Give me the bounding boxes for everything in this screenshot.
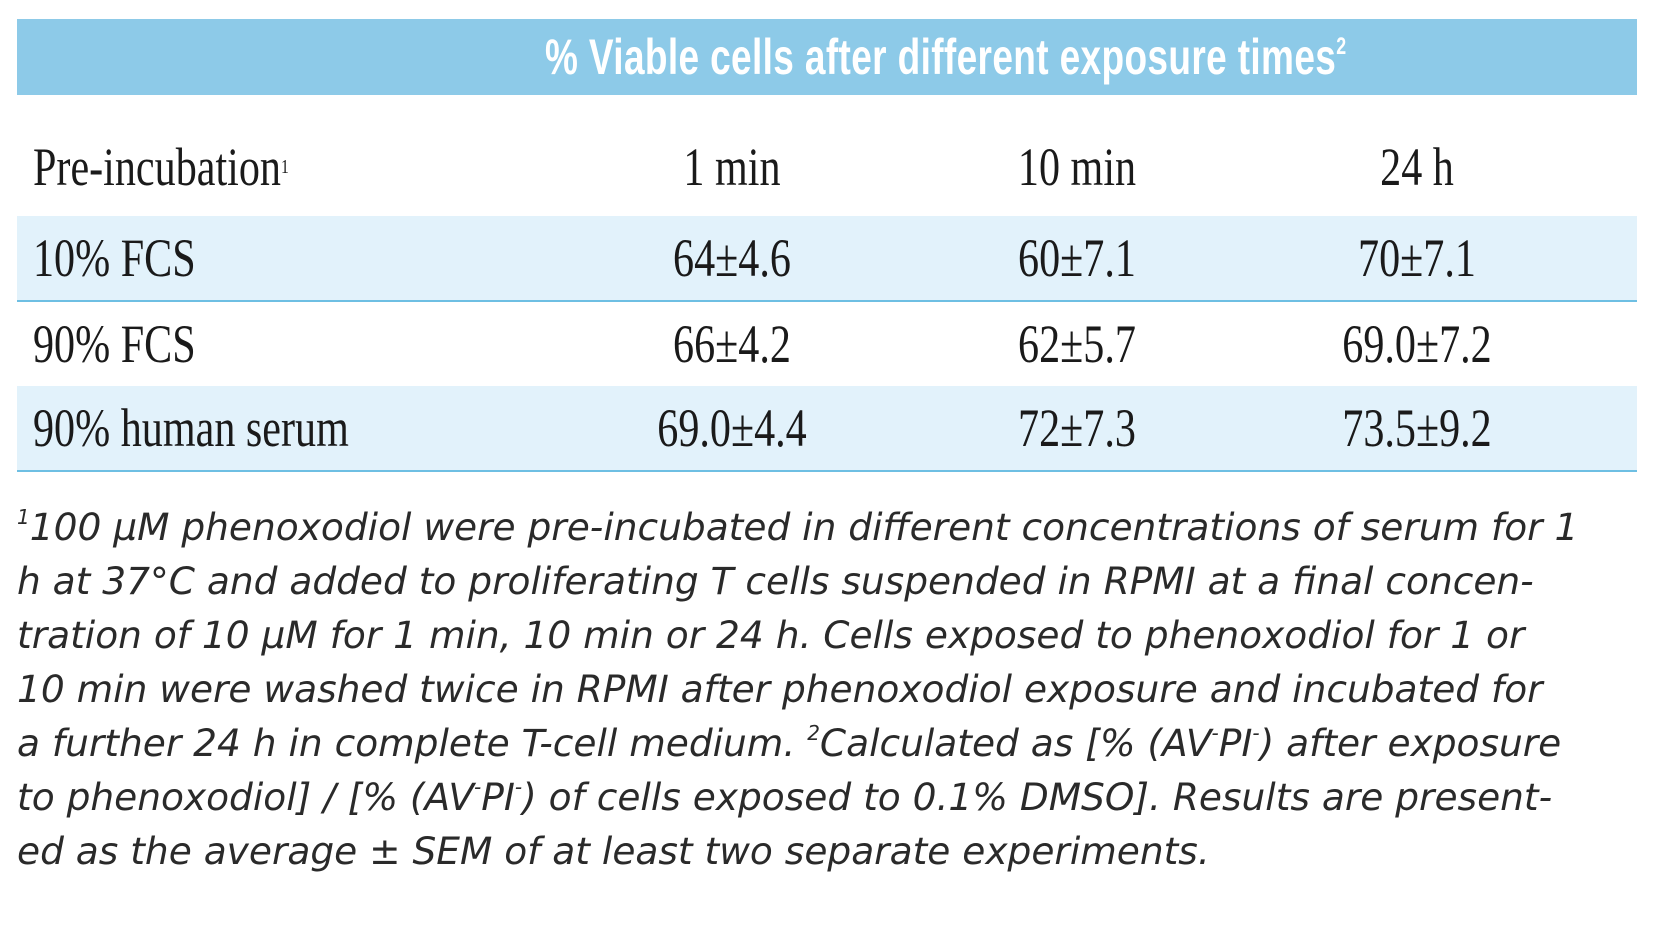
table-title: % Viable cells after different exposure … xyxy=(545,25,1346,89)
footnote-text: a further 24 h in complete T-cell medium… xyxy=(17,721,808,765)
footnote-text: ) of cells exposed to 0.1% DMSO]. Result… xyxy=(522,775,1553,819)
footnote-line: tration of 10 µM for 1 min, 10 min or 24… xyxy=(17,613,1525,657)
table-header-row: Pre-incubation 1 1 min 10 min 24 h xyxy=(17,118,1637,216)
table-title-banner: % Viable cells after different exposure … xyxy=(17,19,1637,95)
cell-10-min: 60±7.1 xyxy=(1018,228,1136,288)
table-title-superscript: 2 xyxy=(1336,33,1347,60)
table-row: 90% FCS 66±4.2 62±5.7 69.0±7.2 xyxy=(17,302,1637,386)
footnote-line: to phenoxodiol] / [% (AV-PI-) of cells e… xyxy=(17,770,1627,824)
footnote-marker-2: 2 xyxy=(807,721,820,745)
footnote-text: PI xyxy=(1218,721,1253,765)
cell-10-min: 62±5.7 xyxy=(1018,314,1136,374)
negative-superscript: - xyxy=(1252,721,1260,745)
cell-1-min: 64±4.6 xyxy=(673,228,791,288)
header-1-min: 1 min xyxy=(683,137,781,197)
footnote-line: 1100 µM phenoxodiol were pre-incubated i… xyxy=(17,500,1627,554)
cell-1-min: 66±4.2 xyxy=(673,314,791,374)
footnote-text: PI xyxy=(481,775,515,819)
header-pre-incubation-text: Pre-incubation xyxy=(33,137,281,197)
footnote-line: ed as the average ± SEM of at least two … xyxy=(17,829,1210,873)
footnote-line: a further 24 h in complete T-cell medium… xyxy=(17,716,1627,770)
table-row: 90% human serum 69.0±4.4 72±7.3 73.5±9.2 xyxy=(17,386,1637,472)
footnote-text: Calculated as [% (AV xyxy=(819,721,1212,765)
cell-24-h: 69.0±7.2 xyxy=(1342,314,1492,374)
negative-superscript: - xyxy=(474,775,482,799)
row-label: 10% FCS xyxy=(33,228,196,288)
negative-superscript: - xyxy=(1211,721,1219,745)
table-row: 10% FCS 64±4.6 60±7.1 70±7.1 xyxy=(17,216,1637,302)
footnote-marker-1: 1 xyxy=(17,505,30,529)
table-footnote: 1100 µM phenoxodiol were pre-incubated i… xyxy=(17,500,1627,878)
header-24-h: 24 h xyxy=(1380,137,1454,197)
cell-1-min: 69.0±4.4 xyxy=(657,398,807,458)
data-table: Pre-incubation 1 1 min 10 min 24 h 10% FC… xyxy=(17,118,1637,472)
header-10-min: 10 min xyxy=(1017,137,1137,197)
row-label: 90% FCS xyxy=(33,314,196,374)
cell-10-min: 72±7.3 xyxy=(1018,398,1136,458)
footnote-text: ) after exposure xyxy=(1259,721,1562,765)
footnote-line: h at 37°C and added to proliferating T c… xyxy=(17,559,1534,603)
negative-superscript: - xyxy=(514,775,523,799)
footnote-line: 10 min were washed twice in RPMI after p… xyxy=(17,667,1543,711)
cell-24-h: 70±7.1 xyxy=(1358,228,1476,288)
table-title-text: % Viable cells after different exposure … xyxy=(545,29,1337,85)
footnote-text: to phenoxodiol] / [% (AV xyxy=(17,775,474,819)
header-pre-incubation: Pre-incubation 1 xyxy=(33,137,289,197)
row-label: 90% human serum xyxy=(33,398,349,458)
footnote-text: 100 µM phenoxodiol were pre-incubated in… xyxy=(29,505,1579,549)
cell-24-h: 73.5±9.2 xyxy=(1342,398,1492,458)
